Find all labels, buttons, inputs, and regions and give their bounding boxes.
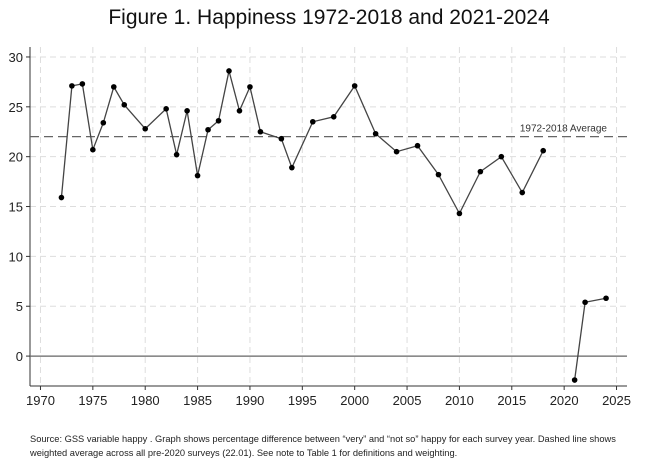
data-point [519, 189, 526, 196]
x-tick-label: 2000 [340, 393, 369, 408]
data-point [194, 172, 201, 179]
data-point [278, 135, 285, 142]
x-tick-label: 2005 [393, 393, 422, 408]
data-point [393, 148, 400, 155]
data-point [477, 168, 484, 175]
x-tick-label: 1975 [78, 393, 107, 408]
data-point [257, 128, 264, 135]
data-point [571, 377, 578, 383]
data-point [582, 299, 588, 306]
x-tick-label: 1980 [131, 393, 160, 408]
data-point [309, 118, 316, 125]
x-tick-label: 1970 [26, 393, 55, 408]
data-point [289, 164, 295, 171]
data-point [90, 146, 96, 153]
series-line-0 [60, 70, 544, 215]
data-point [142, 125, 149, 132]
data-point [351, 83, 358, 89]
data-point [540, 147, 547, 154]
data-point [79, 81, 86, 87]
y-tick-label: 10 [9, 249, 23, 264]
source-note: Source: GSS variable happy . Graph shows… [30, 434, 616, 458]
data-point [173, 151, 180, 158]
data-point [100, 119, 107, 126]
data-point [184, 108, 190, 114]
data-point [414, 142, 421, 149]
data-point [372, 130, 379, 137]
data-point [236, 108, 243, 114]
data-point [435, 171, 442, 178]
data-point [603, 295, 609, 302]
data-point [226, 68, 232, 74]
y-tick-label: 30 [9, 50, 23, 65]
y-tick-label: 20 [9, 150, 23, 165]
y-tick-label: 15 [9, 200, 23, 215]
average-line-label: 1972-2018 Average [520, 124, 608, 135]
x-tick-label: 2025 [602, 393, 631, 408]
x-tick-label: 1995 [288, 393, 317, 408]
data-point [110, 84, 117, 90]
x-tick-label: 2020 [550, 393, 579, 408]
y-tick-label: 5 [16, 299, 23, 314]
series-line-1 [573, 297, 607, 381]
chart-title: Figure 1. Happiness 1972-2018 and 2021-2… [108, 6, 550, 29]
data-point [456, 210, 463, 217]
data-point [163, 106, 169, 112]
data-point [330, 113, 337, 120]
data-point [58, 194, 65, 201]
x-tick-label: 1985 [183, 393, 212, 408]
data-point [69, 83, 75, 89]
x-tick-label: 1990 [235, 393, 264, 408]
data-point [205, 126, 211, 133]
x-tick-label: 2010 [445, 393, 474, 408]
x-tick-label: 2015 [497, 393, 526, 408]
data-point [498, 153, 505, 160]
y-tick-label: 0 [16, 349, 23, 364]
data-point [247, 84, 253, 90]
y-tick-label: 25 [9, 100, 23, 115]
data-point [121, 102, 128, 108]
data-point [215, 117, 222, 124]
